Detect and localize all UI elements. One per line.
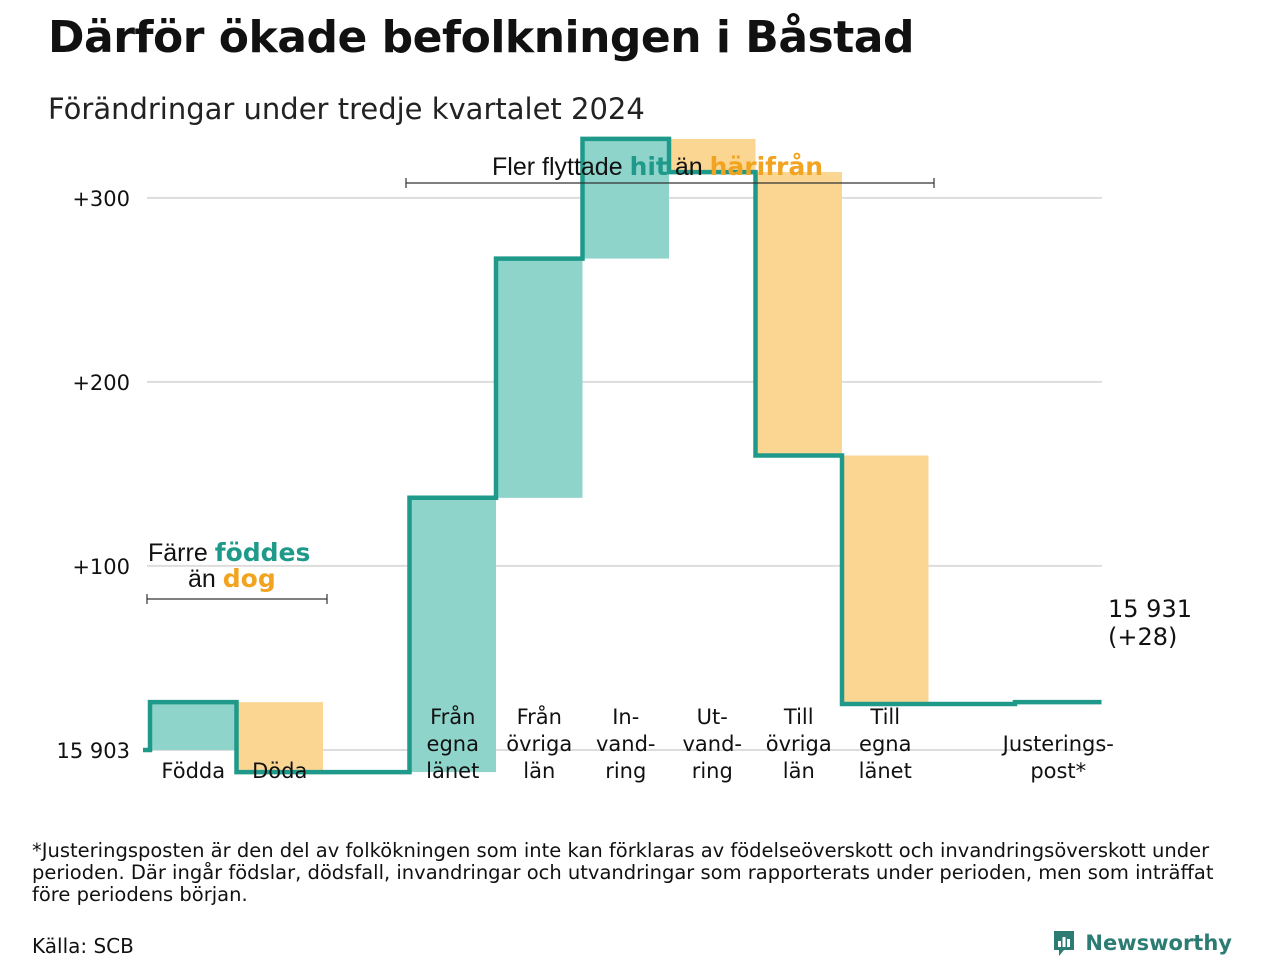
births-highlight: föddes (215, 538, 311, 567)
increase-bar (496, 258, 583, 498)
category-label: vand- (596, 732, 656, 756)
moves-annotation: Fler flyttade hit än härifrån (492, 152, 823, 181)
category-label: ring (605, 759, 646, 783)
y-tick-label: +300 (72, 187, 130, 211)
category-label: post* (1030, 759, 1086, 783)
category-label: Från (430, 704, 475, 729)
category-label: Från (517, 704, 562, 729)
decrease-bar (669, 138, 756, 173)
moves-hit-highlight: hit (630, 152, 668, 181)
running-total-line (143, 136, 1102, 775)
increase-bar (582, 138, 669, 259)
deaths-highlight: dog (223, 564, 276, 593)
category-label: egna (427, 732, 479, 756)
chart-title: Därför ökade befolkningen i Båstad (48, 12, 914, 63)
y-tick-labels: 15 903 +100 +200 +300 (57, 187, 130, 763)
category-label: övriga (766, 732, 832, 756)
births-annotation-line2: än dog (188, 564, 276, 593)
category-label: Till (869, 705, 900, 729)
category-label: länet (426, 759, 479, 783)
source-label: Källa: SCB (32, 934, 134, 958)
births-annotation-line1: Färre föddes (148, 538, 310, 567)
decrease-bar (236, 702, 323, 773)
grid-lines (147, 196, 1102, 751)
y-tick-label: +100 (72, 555, 130, 579)
moves-bracket (405, 178, 935, 188)
category-label: vand- (682, 732, 742, 756)
bars (150, 138, 929, 773)
category-label: länet (859, 759, 912, 783)
decrease-bar (755, 172, 842, 456)
category-label: län (783, 759, 815, 783)
category-label: egna (859, 732, 911, 756)
y-tick-label: +200 (72, 371, 130, 395)
decrease-bar (842, 455, 929, 704)
moves-from-highlight: härifrån (710, 152, 823, 181)
chart-subtitle: Förändringar under tredje kvartalet 2024 (48, 92, 645, 126)
increase-bar (409, 497, 496, 773)
running-total-path (143, 136, 1102, 775)
brand-name: Newsworthy (1085, 931, 1232, 955)
births-bracket (146, 594, 328, 604)
category-label: In- (612, 705, 639, 729)
category-label: Justerings- (1001, 732, 1114, 756)
increase-bar (150, 702, 237, 750)
category-label: Ut- (697, 705, 728, 729)
newsworthy-logo-icon (1054, 931, 1075, 956)
category-label: Till (783, 705, 814, 729)
category-label: Födda (161, 759, 225, 783)
category-labels: Födda Döda Från egna länet Från övriga län In-va… (161, 704, 1113, 783)
category-label: övriga (506, 732, 572, 756)
annotations: Färre föddes än dog Fler flyttade hit än… (146, 152, 1192, 651)
baseline-label: 15 903 (57, 739, 130, 763)
end-change-label: (+28) (1108, 623, 1177, 651)
category-label: ring (692, 759, 733, 783)
end-value-label: 15 931 (1108, 595, 1192, 623)
category-label: Döda (252, 759, 307, 783)
category-label: län (523, 759, 555, 783)
footnote: *Justeringsposten är den del av folkökni… (32, 839, 1214, 906)
brand-logo: Newsworthy (1051, 928, 1232, 958)
